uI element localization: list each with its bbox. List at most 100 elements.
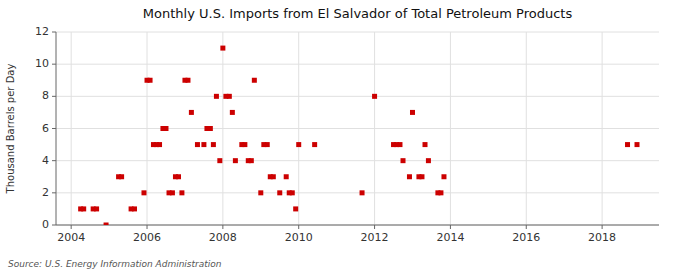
y-grid-line: [56, 32, 659, 33]
point: [360, 190, 365, 195]
point: [419, 174, 424, 179]
point: [277, 190, 282, 195]
point: [230, 110, 235, 115]
y-tick: [52, 96, 56, 97]
y-tick: [52, 160, 56, 161]
point: [423, 142, 428, 147]
point: [625, 142, 630, 147]
point: [208, 126, 213, 131]
x-tick: [526, 225, 527, 229]
point: [410, 110, 415, 115]
point: [211, 142, 216, 147]
point: [397, 142, 402, 147]
point: [214, 94, 219, 99]
y-grid-line: [56, 128, 659, 129]
x-tick-label: 2006: [133, 231, 161, 244]
y-tick: [52, 225, 56, 226]
point: [407, 174, 412, 179]
point: [170, 190, 175, 195]
y-axis-label: Thousand Barrels per Day: [5, 64, 16, 195]
y-tick: [52, 32, 56, 33]
x-axis-line: [56, 225, 659, 226]
y-tick-label: 2: [42, 186, 49, 199]
point: [438, 190, 443, 195]
y-tick-label: 6: [42, 122, 49, 135]
x-tick-label: 2012: [361, 231, 389, 244]
point: [441, 174, 446, 179]
x-tick: [374, 225, 375, 229]
point: [148, 78, 153, 83]
x-grid-line: [71, 32, 72, 225]
point: [426, 158, 431, 163]
title: Monthly U.S. Imports from El Salvador of…: [143, 6, 573, 21]
y-tick-label: 4: [42, 154, 49, 167]
x-tick: [298, 225, 299, 229]
y-tick-label: 0: [42, 218, 49, 231]
x-tick-label: 2016: [512, 231, 540, 244]
source-note: Source: U.S. Energy Information Administ…: [8, 259, 222, 269]
point: [372, 94, 377, 99]
x-tick-label: 2004: [57, 231, 85, 244]
point: [119, 174, 124, 179]
x-tick: [222, 225, 223, 229]
x-tick-label: 2008: [209, 231, 237, 244]
point: [635, 142, 640, 147]
x-tick: [450, 225, 451, 229]
grid: [56, 32, 659, 225]
point: [189, 110, 194, 115]
point: [132, 206, 137, 211]
y-tick: [52, 192, 56, 193]
x-grid-line: [298, 32, 299, 225]
x-tick: [71, 225, 72, 229]
y-tick: [52, 128, 56, 129]
y-tick-label: 8: [42, 89, 49, 102]
point: [252, 78, 257, 83]
point: [157, 142, 162, 147]
x-tick: [147, 225, 148, 229]
point: [265, 142, 270, 147]
x-tick-label: 2018: [588, 231, 616, 244]
point: [217, 158, 222, 163]
point: [401, 158, 406, 163]
y-grid-line: [56, 160, 659, 161]
x-tick: [602, 225, 603, 229]
point: [81, 206, 86, 211]
point: [249, 158, 254, 163]
point: [179, 190, 184, 195]
x-grid-line: [222, 32, 223, 225]
x-grid-line: [526, 32, 527, 225]
point: [201, 142, 206, 147]
x-ticks: 2004 2006 2008 2010 2012 2014 2016 2018: [57, 225, 616, 244]
chart: 2004 2006 2008 2010 2012 2014 2016 2018 0 2 4 6 8 10 1…: [0, 0, 675, 275]
point: [233, 158, 238, 163]
point: [227, 94, 232, 99]
x-grid-line: [450, 32, 451, 225]
x-tick-label: 2010: [285, 231, 313, 244]
points: [78, 46, 639, 225]
point: [290, 190, 295, 195]
x-grid-line: [374, 32, 375, 225]
point: [220, 46, 225, 51]
point: [141, 190, 146, 195]
y-grid-line: [56, 96, 659, 97]
point: [296, 142, 301, 147]
y-tick-label: 10: [35, 57, 49, 70]
point: [293, 206, 298, 211]
point: [185, 78, 190, 83]
x-grid-line: [147, 32, 148, 225]
y-grid-line: [56, 64, 659, 65]
point: [94, 206, 99, 211]
y-tick: [52, 64, 56, 65]
point: [104, 223, 109, 226]
y-ticks: 0 2 4 6 8 10 12: [35, 25, 56, 231]
x-grid-line: [602, 32, 603, 225]
point: [284, 174, 289, 179]
y-tick-label: 12: [35, 25, 49, 38]
point: [271, 174, 276, 179]
y-grid-line: [56, 225, 659, 226]
point: [312, 142, 317, 147]
point: [242, 142, 247, 147]
x-tick-label: 2014: [436, 231, 464, 244]
point: [163, 126, 168, 131]
point: [195, 142, 200, 147]
